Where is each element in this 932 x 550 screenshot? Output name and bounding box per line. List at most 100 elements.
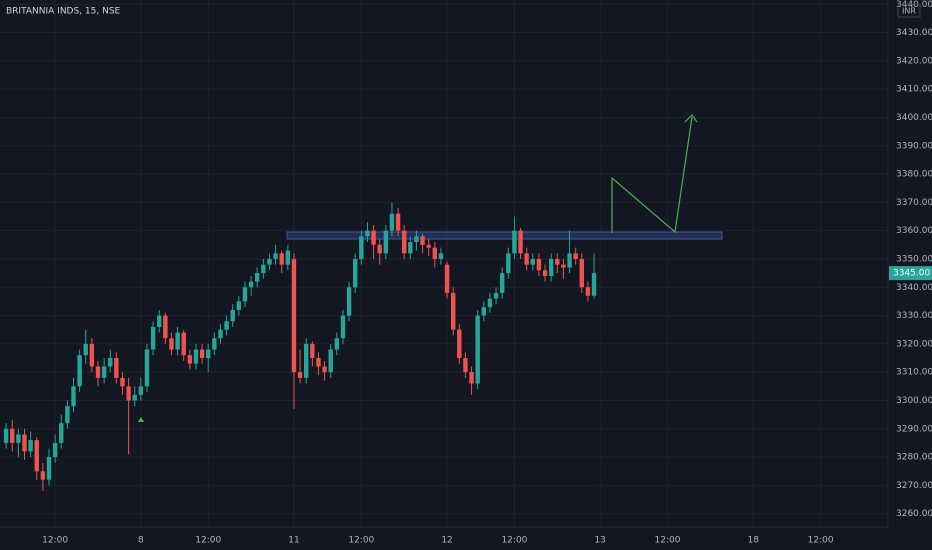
x-tick-label: 12:00	[655, 536, 681, 546]
candle-body	[138, 386, 144, 395]
candle-body	[426, 244, 431, 248]
candle-body	[95, 366, 101, 378]
candle-body	[591, 273, 597, 296]
candle-body	[16, 434, 21, 443]
candle-body	[297, 372, 303, 378]
candle-body	[420, 236, 425, 245]
candle-body	[10, 428, 15, 443]
candle-body	[304, 343, 309, 378]
candle-body	[346, 287, 352, 316]
candle-body	[322, 366, 327, 373]
y-tick-label: 3380.00	[896, 170, 932, 180]
candle-body	[457, 329, 462, 359]
candle-body	[555, 258, 560, 265]
y-tick-label: 3260.00	[896, 509, 932, 519]
candle-body	[328, 349, 333, 373]
candle-body	[126, 386, 131, 401]
candle-body	[389, 213, 395, 231]
candle-body	[65, 406, 70, 424]
x-tick-label: 18	[748, 536, 760, 546]
x-tick-label: 13	[594, 536, 605, 546]
candle-body	[310, 343, 315, 359]
candle-body	[438, 253, 444, 259]
candle-body	[248, 281, 254, 288]
currency: INR	[902, 7, 916, 16]
candle-body	[487, 298, 493, 308]
candle-body	[236, 301, 242, 310]
candle-body	[71, 386, 76, 407]
candle-body	[230, 309, 235, 322]
y-tick-label: 3430.00	[896, 28, 932, 38]
chart-title: BRITANNIA INDS, 15, NSE	[6, 7, 121, 17]
candle-body	[206, 349, 211, 359]
candle-body	[242, 287, 248, 302]
candle-body	[493, 292, 499, 299]
candle-body	[463, 358, 468, 373]
candle-body	[353, 258, 358, 288]
y-tick-label: 3270.00	[896, 481, 932, 491]
candle-body	[150, 326, 156, 350]
y-tick-label: 3330.00	[896, 311, 932, 321]
candle-body	[181, 332, 186, 356]
y-tick-label: 3310.00	[896, 368, 932, 378]
candle-body	[542, 270, 548, 276]
x-tick-label: 12:00	[808, 536, 834, 546]
candle-body	[187, 355, 193, 364]
candle-body	[101, 366, 107, 378]
y-tick-label: 3440.00	[896, 0, 932, 10]
candle-body	[108, 358, 113, 367]
candle-body	[481, 307, 487, 316]
candle-body	[218, 329, 223, 339]
x-tick-label: 12	[441, 536, 452, 546]
candle-body	[585, 287, 591, 296]
candle-body	[3, 428, 9, 443]
x-tick-label: 12:00	[501, 536, 527, 546]
candles	[3, 202, 597, 492]
arrow-head	[684, 114, 698, 123]
y-tick-label: 3320.00	[896, 339, 932, 349]
candle-body	[512, 230, 517, 254]
candle-body	[401, 230, 407, 254]
candle-body	[377, 244, 382, 254]
candle-body	[316, 358, 321, 367]
y-tick-label: 3390.00	[896, 141, 932, 151]
candle-body	[77, 355, 82, 387]
x-tick-label: 12:00	[195, 536, 221, 546]
y-tick-label: 3350.00	[896, 254, 932, 264]
candle-body	[530, 258, 535, 265]
candle-body	[536, 258, 542, 271]
candle-body	[120, 377, 125, 387]
candle-body	[469, 372, 474, 384]
candle-body	[46, 457, 52, 480]
candle-body	[506, 253, 511, 274]
candle-body	[395, 213, 401, 231]
candle-body	[169, 338, 174, 350]
candle-body	[414, 236, 419, 242]
candle-body	[432, 247, 438, 259]
candle-body	[548, 258, 554, 276]
candle-body	[518, 230, 523, 254]
x-tick-label: 12:00	[348, 536, 374, 546]
candle-body	[334, 338, 340, 350]
candle-body	[475, 315, 480, 384]
candle-body	[273, 253, 278, 259]
candle-body	[199, 349, 205, 359]
candle-body	[567, 253, 572, 268]
candle-body	[261, 264, 266, 274]
candle-body	[383, 230, 389, 254]
candle-body	[193, 349, 199, 364]
resistance-zone	[286, 231, 723, 240]
y-tick-label: 3400.00	[896, 113, 932, 123]
candle-body	[291, 258, 297, 373]
projection-path	[611, 116, 693, 234]
candle-body	[340, 315, 346, 339]
candle-body	[22, 434, 27, 452]
axes: 3260.00 3270.00 3280.00 3290.00 3300.00 3310.…	[42, 0, 932, 546]
x-tick-label: 12:00	[42, 536, 68, 546]
x-tick-label: 8	[138, 536, 144, 546]
candle-body	[285, 250, 291, 265]
y-tick-label: 3410.00	[896, 85, 932, 95]
candle-body	[450, 292, 456, 330]
